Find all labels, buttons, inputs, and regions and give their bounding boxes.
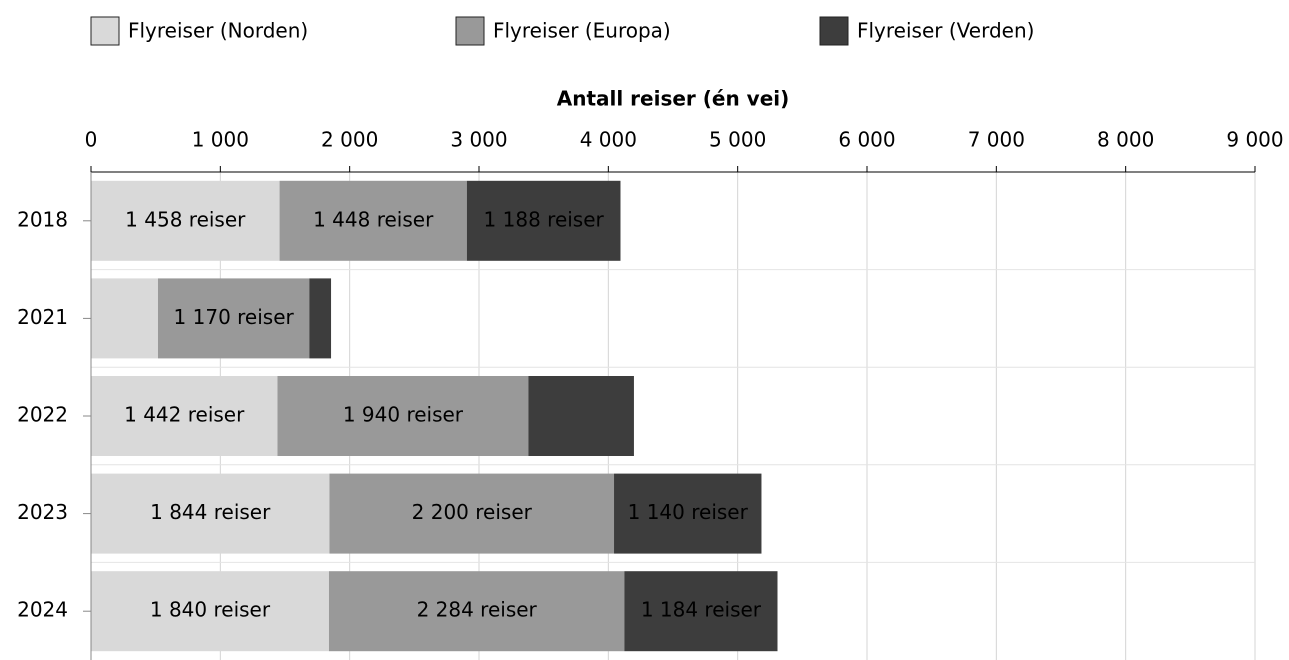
x-tick-label: 1 000 [192, 128, 249, 152]
y-tick-label: 2022 [17, 403, 68, 427]
data-label: 1 448 reiser [313, 207, 434, 231]
y-tick-label: 2018 [17, 207, 68, 231]
data-label: 1 184 reiser [641, 598, 762, 622]
bar-segment [624, 571, 778, 652]
bar-segment [466, 180, 621, 261]
x-tick-label: 0 [85, 128, 98, 152]
bar-segment [279, 180, 467, 261]
x-tick-label: 5 000 [709, 128, 766, 152]
bar-segment [91, 278, 158, 359]
data-label: 1 140 reiser [628, 500, 749, 524]
bar-segment [91, 180, 280, 261]
data-label: 1 442 reiser [124, 403, 245, 427]
x-tick-label: 9 000 [1226, 128, 1283, 152]
legend-swatch [455, 16, 485, 46]
data-label: 1 844 reiser [150, 500, 271, 524]
bar-segment [329, 473, 615, 554]
bar-segment [91, 376, 278, 456]
bar-segment [277, 376, 529, 456]
legend-label: Flyreiser (Norden) [128, 19, 308, 43]
y-tick-label: 2023 [17, 500, 68, 524]
legend-label: Flyreiser (Verden) [857, 19, 1034, 43]
y-tick-label: 2024 [17, 598, 68, 622]
bar-segment [91, 473, 330, 554]
data-label: 1 840 reiser [150, 598, 271, 622]
data-label: 2 200 reiser [412, 500, 533, 524]
data-label: 1 940 reiser [343, 403, 464, 427]
data-label: 1 170 reiser [174, 305, 295, 329]
legend-label: Flyreiser (Europa) [493, 19, 671, 43]
bar-segment [91, 571, 329, 652]
x-tick-label: 3 000 [450, 128, 507, 152]
legend-swatch [90, 16, 120, 46]
data-label: 2 284 reiser [417, 598, 538, 622]
x-tick-label: 4 000 [580, 128, 637, 152]
bar-segment [614, 473, 762, 554]
bar-segment [528, 376, 634, 456]
x-tick-label: 6 000 [838, 128, 895, 152]
x-tick-label: 2 000 [321, 128, 378, 152]
x-tick-label: 7 000 [968, 128, 1025, 152]
bar-segment [309, 278, 332, 359]
bar-segment [157, 278, 310, 359]
legend-swatch [819, 16, 849, 46]
data-label: 1 188 reiser [484, 207, 605, 231]
x-tick-label: 8 000 [1097, 128, 1154, 152]
bar-segment [328, 571, 625, 652]
y-tick-label: 2021 [17, 305, 68, 329]
data-label: 1 458 reiser [125, 207, 246, 231]
x-axis-title: Antall reiser (én vei) [557, 87, 790, 111]
